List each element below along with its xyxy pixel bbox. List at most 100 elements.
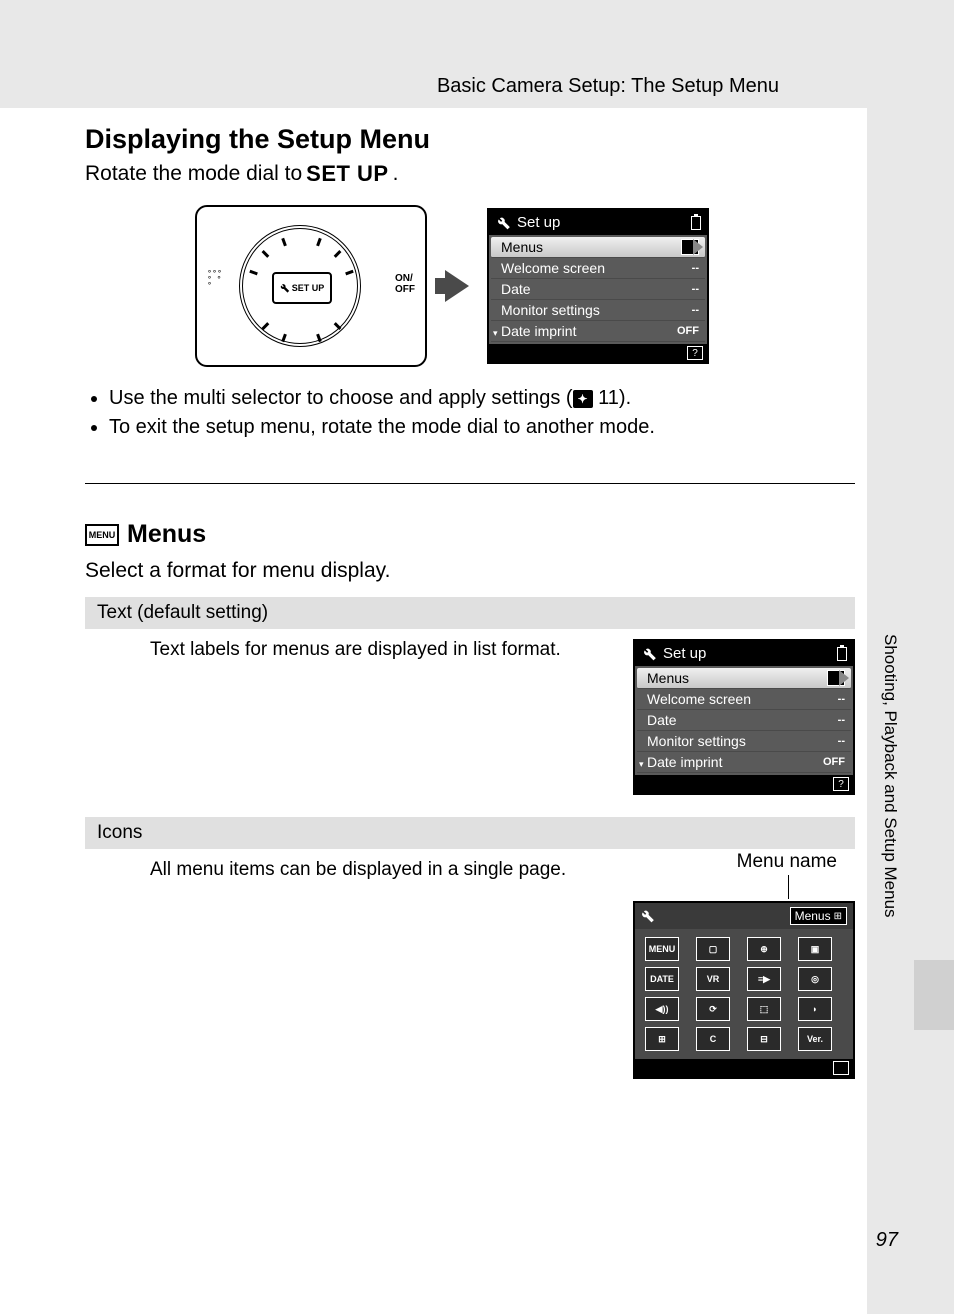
dial-dots: ∘∘∘∘ ∘∘ [207,269,222,287]
help-icon: ? [833,1061,849,1075]
lcd-row-value: -- [838,714,845,726]
wrench-icon [280,283,290,293]
lcd-row-label: Date imprint [647,754,722,770]
menu-grid-icon: DATE [645,967,679,991]
lcd-row-value: -- [692,304,699,316]
menu-grid-icon: Ver. [798,1027,832,1051]
instr-prefix: Rotate the mode dial to [85,162,302,186]
onoff-label: ON/ OFF [395,273,415,295]
option-icons-header: Icons [85,817,855,849]
help-icon: ? [833,777,849,791]
battery-icon [837,647,847,661]
menus-subtext: Select a format for menu display. [85,559,855,583]
menu-grid-icon: ◎ [798,967,832,991]
menu-grid-icon: ◀)) [645,997,679,1021]
icons-grid: MENU ▢ ⊕ ▣ DATE VR ≡▶ ◎ ◀)) ⟳ ⬚ ◗ ⊞ C ⊟ Ver. [635,929,853,1059]
reference-number: 11 [598,387,619,409]
heading-displaying-setup: Displaying the Setup Menu [85,124,855,155]
lcd-row: Menus ≣ [637,668,851,689]
breadcrumb: Basic Camera Setup: The Setup Menu [0,75,867,98]
lcd-row: Date-- [491,279,705,300]
lcd-row-label: Date [501,281,531,297]
section-separator [85,483,855,484]
option-text-desc: Text labels for menus are displayed in l… [150,639,613,661]
lcd-row-label: Monitor settings [501,302,600,318]
instruction-bullets: Use the multi selector to choose and app… [109,387,855,439]
instruction-line: Rotate the mode dial to SET UP . [85,161,855,187]
lcd-text-format: Set upMenus≣Welcome screen--Date--Monito… [633,639,855,795]
option-icons-desc: All menu items can be displayed in a sin… [150,859,613,881]
menus-tag-text: Menus [795,909,831,923]
lcd-row-label: Menus [647,670,689,686]
menu-icon: MENU [85,524,119,546]
lcd-row: Menus ≣ [491,237,705,258]
lcd-row: ▾Date imprint OFF [637,752,851,773]
lcd-row-value: OFF [823,756,845,768]
reference-icon: ✦ [573,390,593,408]
lcd-row-label: Date [647,712,677,728]
option-icons-body: All menu items can be displayed in a sin… [85,859,855,1079]
bullet-text: To exit the setup menu, rotate the mode … [109,416,655,438]
menu-name-label: Menu name [737,851,837,873]
menu-grid-icon: ▢ [696,937,730,961]
side-tab-marker [914,960,954,1030]
wrench-icon [641,909,655,923]
dial-setup-text: SET UP [292,283,325,293]
option-text-body: Text labels for menus are displayed in l… [85,639,855,799]
lcd-row-label: Welcome screen [501,260,605,276]
lcd-row-label: Date imprint [501,323,576,339]
side-section-label: Shooting, Playback and Setup Menus [880,634,900,918]
down-caret-icon: ▾ [639,759,644,770]
lcd-row: Welcome screen -- [491,258,705,279]
lcd-row: ▾Date imprint OFF [491,321,705,342]
menu-grid-icon: ◗ [798,997,832,1021]
bullet-text-after: ). [619,387,631,409]
lcd-row-label: Menus [501,239,543,255]
diagram-row: ∘∘∘∘ ∘∘ [195,205,855,367]
lcd-title: Set up [517,214,560,231]
lcd-row: Monitor settings -- [491,300,705,321]
mode-dial-diagram: ∘∘∘∘ ∘∘ [195,205,427,367]
help-icon: ? [687,346,703,360]
down-caret-icon: ▾ [493,328,498,339]
menu-grid-icon: ⬚ [747,997,781,1021]
lcd-row: Date -- [637,710,851,731]
battery-icon [691,216,701,230]
menu-grid-icon: ⟳ [696,997,730,1021]
lcd-row: Monitor settings -- [637,731,851,752]
lcd-setup-menu: Set upMenus≣Welcome screen--Date--Monito… [487,208,709,364]
bullet-text: Use the multi selector to choose and app… [109,387,573,409]
menu-name-pointer [788,875,789,899]
wrench-icon [643,647,657,661]
lcd-row: Welcome screen -- [637,689,851,710]
menu-grid-icon: ▣ [798,937,832,961]
lcd-row-value: -- [838,735,845,747]
lcd-row-label: Welcome screen [647,691,751,707]
setup-bold-label: SET UP [306,161,388,187]
bullet-item: To exit the setup menu, rotate the mode … [109,416,855,439]
bullet-item: Use the multi selector to choose and app… [109,387,855,410]
menus-heading-text: Menus [127,520,206,549]
menu-grid-icon: ≡▶ [747,967,781,991]
page-number: 97 [876,1229,898,1252]
lcd-row-icon: ≣ [827,670,845,686]
arrow-right-icon [445,270,469,302]
lcd-row-value: OFF [677,325,699,337]
menu-grid-icon: VR [696,967,730,991]
menu-grid-icon: ⊞ [645,1027,679,1051]
lcd-icons-format: Menus ⊞ MENU ▢ ⊕ ▣ DATE VR ≡▶ ◎ ◀)) ⟳ ⬚ ◗ ⊞ C ⊟ Ver. ? [633,901,855,1079]
option-text-header: Text (default setting) [85,597,855,629]
menu-grid-icon: C [696,1027,730,1051]
instr-suffix: . [393,162,399,186]
dial-circle: SET UP [239,225,361,347]
menus-tag: Menus ⊞ [790,907,847,925]
menu-grid-icon: ⊕ [747,937,781,961]
menu-grid-icon: MENU [645,937,679,961]
lcd-row-value: -- [692,262,699,274]
wrench-icon [497,216,511,230]
lcd-row-label: Monitor settings [647,733,746,749]
lcd-row-value: -- [838,693,845,705]
lcd-row-icon: ≣ [681,239,699,255]
menu-grid-icon: ⊟ [747,1027,781,1051]
heading-menus: MENU Menus [85,520,855,549]
